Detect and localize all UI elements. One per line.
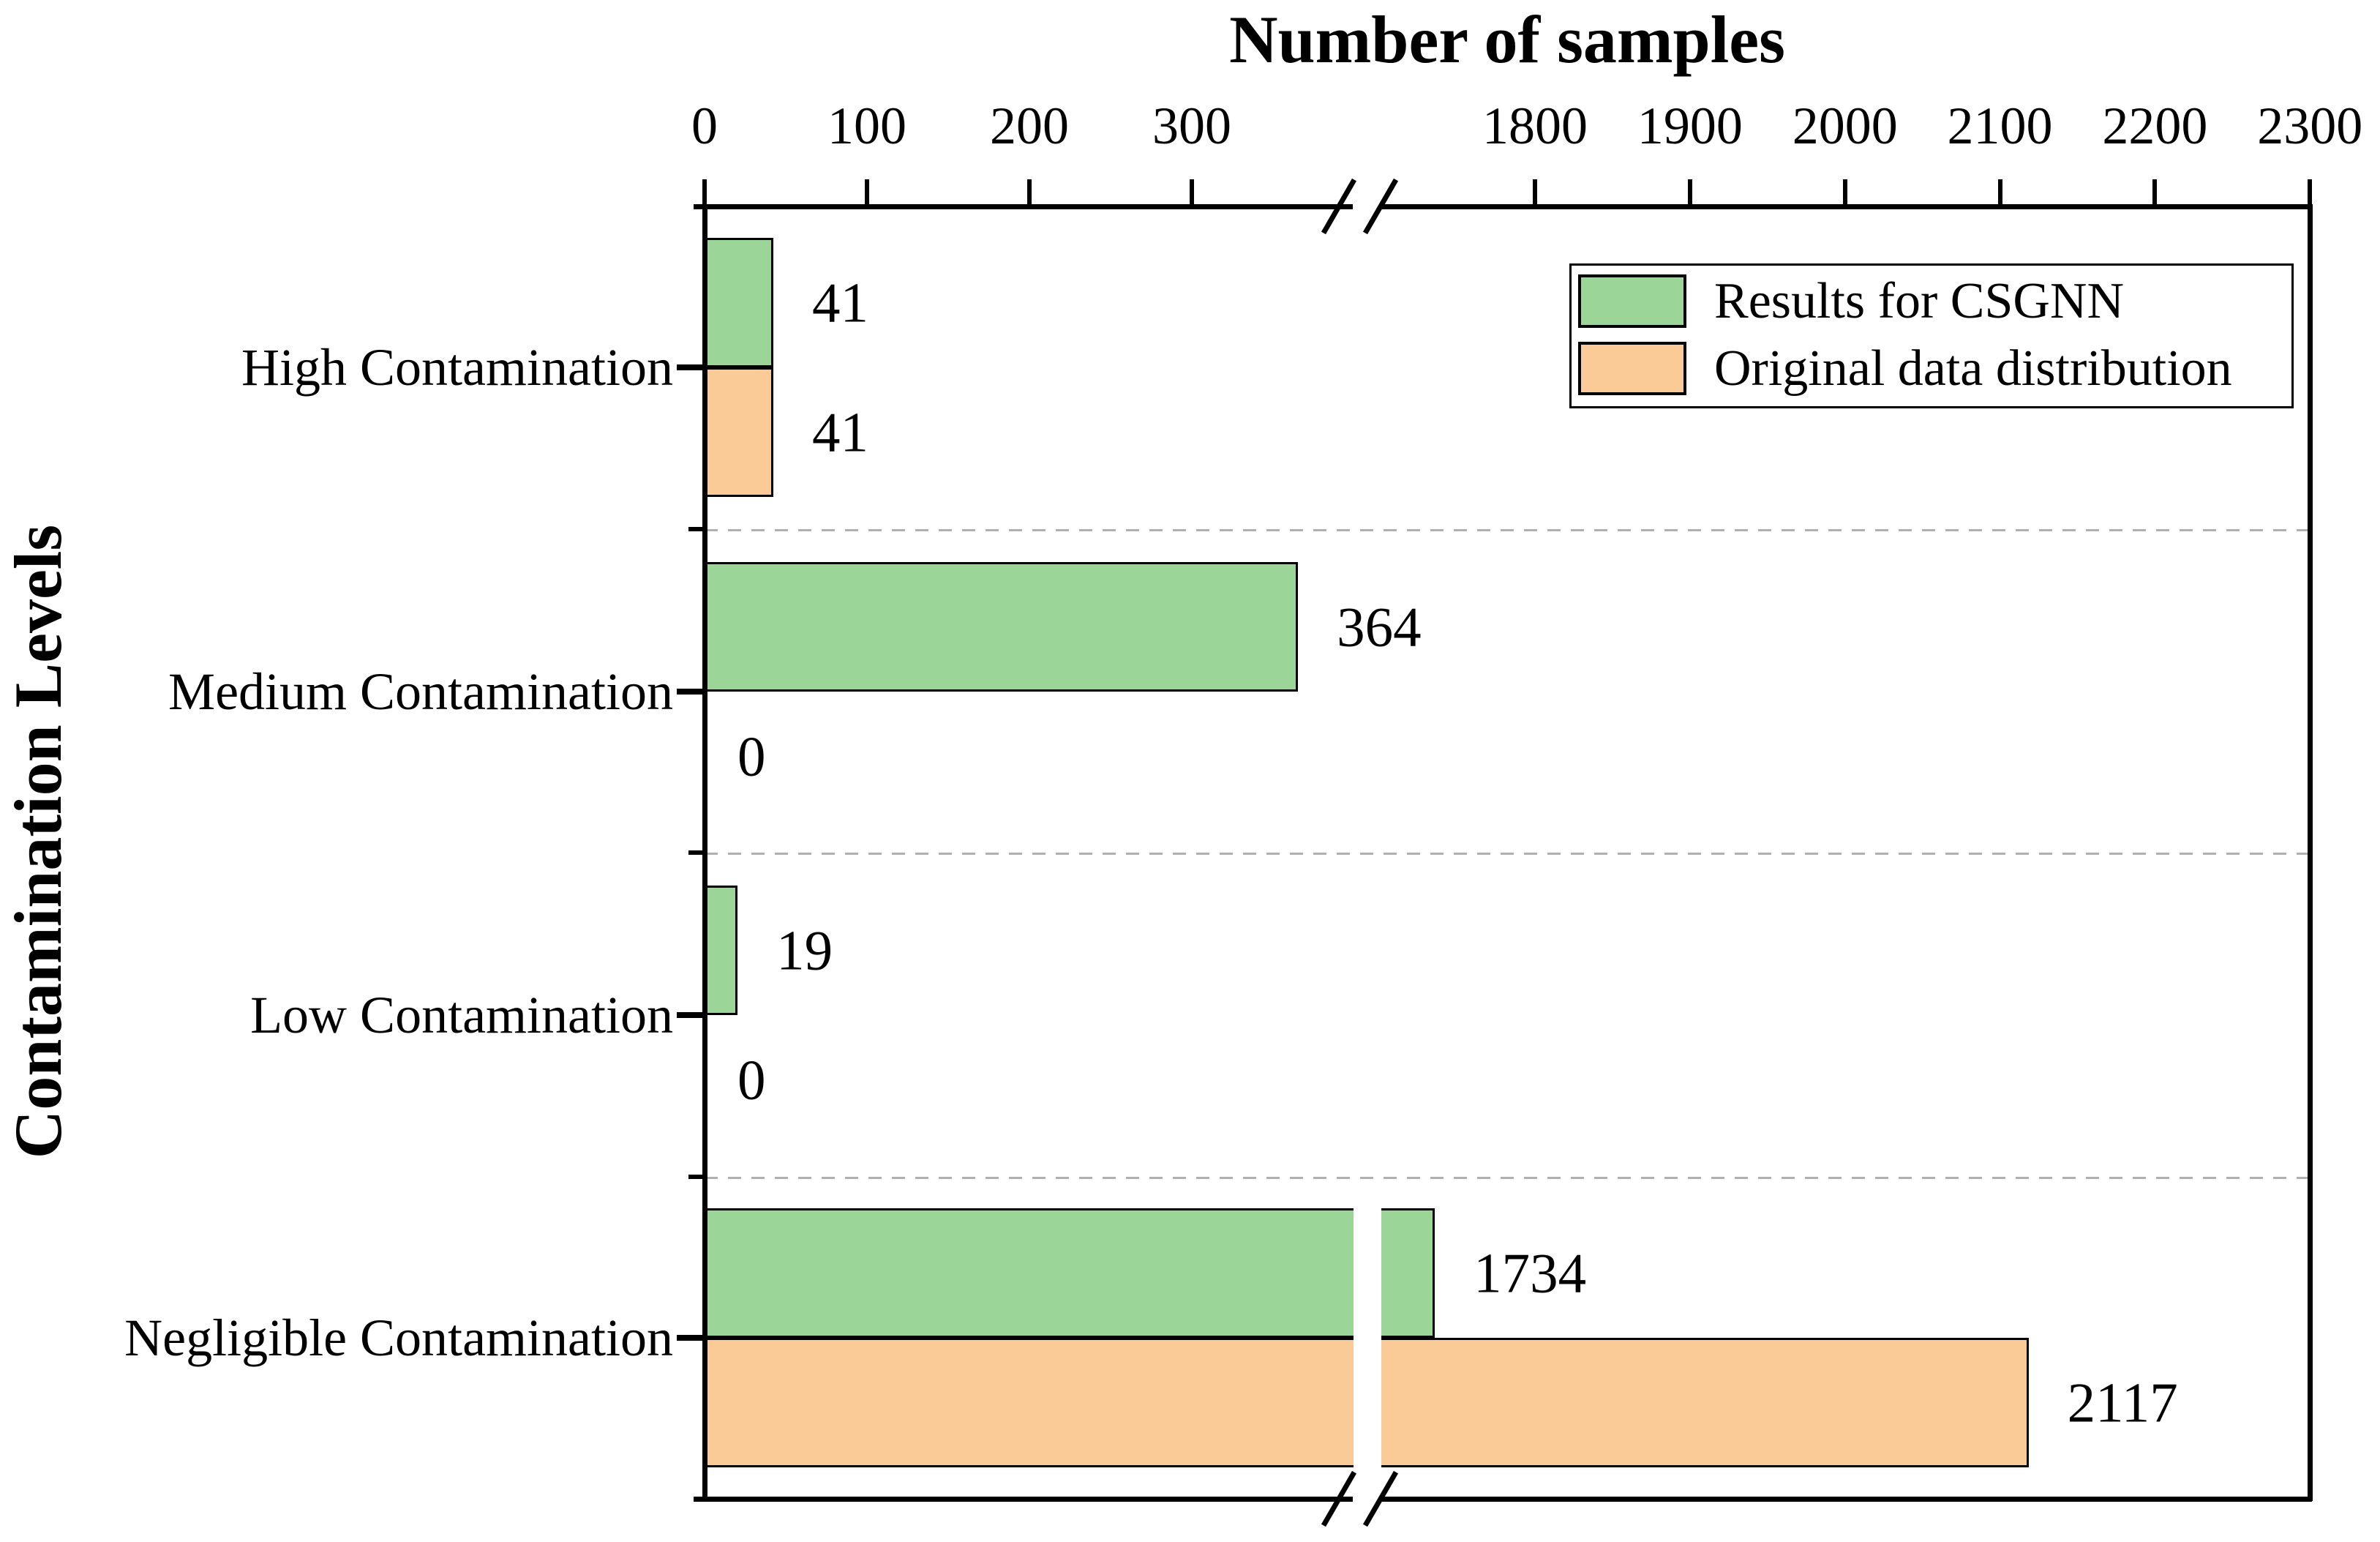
y-tick [677, 1012, 705, 1018]
bottom-axis-left [694, 1497, 1353, 1502]
value-label-original-3: 2117 [2067, 1371, 2178, 1434]
legend: Results for CSGNN Original data distribu… [1569, 263, 2294, 408]
x-tick [1687, 179, 1692, 204]
y-tick-minor [688, 527, 705, 531]
top-axis-right [1381, 204, 2312, 209]
x-tick [1842, 179, 1847, 204]
category-label-2: Low Contamination [250, 986, 673, 1044]
value-label-original-0: 41 [812, 400, 869, 463]
legend-label-results-for-csgnn: Results for CSGNN [1714, 273, 2125, 329]
value-label-csgnn-3: 1734 [1474, 1241, 1587, 1304]
x-tick-label: 300 [1152, 97, 1231, 155]
category-separator-gridline [705, 853, 2310, 855]
category-label-3: Negligible Contamination [124, 1309, 673, 1367]
y-tick [677, 689, 705, 695]
value-label-csgnn-2: 19 [776, 918, 833, 981]
x-tick-label: 2300 [2257, 97, 2363, 155]
x-tick [2152, 179, 2158, 204]
right-spine [2308, 204, 2313, 1501]
x-tick-label: 2100 [1947, 97, 2053, 155]
legend-swatch-original-data-distribution [1578, 342, 1686, 395]
bar-original-0 [705, 367, 774, 497]
bottom-axis-right [1381, 1497, 2312, 1502]
bar-csgnn-2 [705, 886, 738, 1015]
y-tick-minor [688, 1175, 705, 1179]
x-tick-label: 0 [691, 97, 718, 155]
legend-swatch-results-for-csgnn [1578, 274, 1686, 328]
y-axis-title: Contamination Levels [1, 524, 75, 1159]
y-tick [677, 1335, 705, 1341]
x-tick-label: 200 [990, 97, 1069, 155]
legend-label-original-data-distribution: Original data distribution [1714, 340, 2232, 397]
bar-axis-break-band [1354, 1206, 1381, 1470]
x-tick [1190, 179, 1194, 204]
x-tick [702, 179, 707, 204]
x-tick [2308, 179, 2313, 204]
bar-csgnn-1 [705, 562, 1299, 692]
bar-csgnn-3 [705, 1208, 1435, 1338]
value-label-csgnn-1: 364 [1337, 595, 1422, 658]
x-tick-label: 1800 [1482, 97, 1588, 155]
y-tick [677, 364, 705, 370]
value-label-original-1: 0 [737, 725, 766, 787]
value-label-original-2: 0 [737, 1048, 766, 1111]
category-separator-gridline [705, 529, 2310, 531]
value-label-csgnn-0: 41 [812, 271, 869, 334]
bar-csgnn-0 [705, 238, 774, 367]
x-tick-label: 100 [827, 97, 906, 155]
x-tick-label: 1900 [1637, 97, 1743, 155]
y-tick-minor [688, 850, 705, 855]
top-axis-left [694, 204, 1353, 209]
x-tick-label: 2000 [1792, 97, 1898, 155]
category-separator-gridline [705, 1177, 2310, 1179]
left-spine [702, 204, 707, 1501]
category-label-0: High Contamination [241, 338, 673, 397]
x-axis-title: Number of samples [1229, 2, 1785, 77]
x-tick [1533, 179, 1537, 204]
x-tick [1997, 179, 2002, 204]
category-label-1: Medium Contamination [168, 662, 673, 721]
x-tick [865, 179, 869, 204]
x-tick-label: 2200 [2102, 97, 2208, 155]
x-tick [1027, 179, 1032, 204]
